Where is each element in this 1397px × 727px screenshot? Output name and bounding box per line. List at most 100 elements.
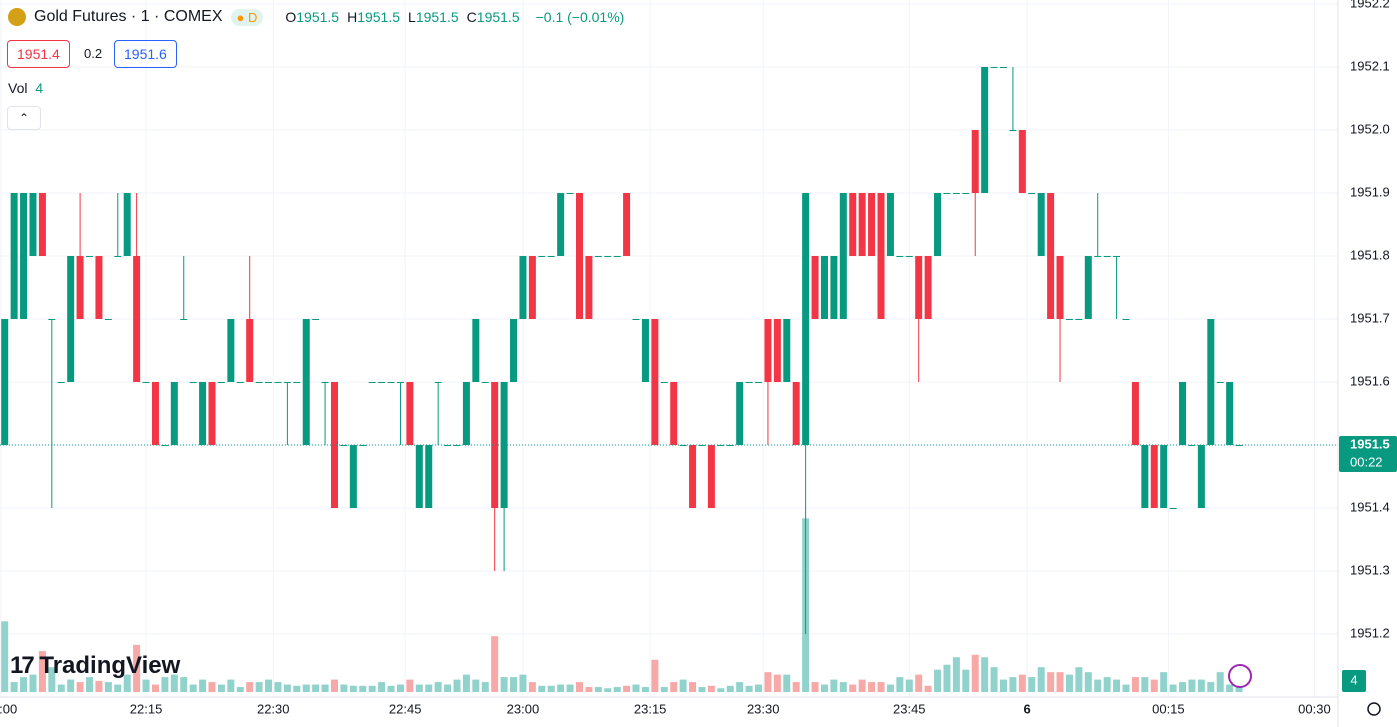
candle-body bbox=[38, 193, 46, 256]
candle-body bbox=[594, 256, 602, 257]
candle-body bbox=[227, 319, 235, 382]
x-tick-label: 22:45 bbox=[389, 701, 422, 716]
candle-body bbox=[302, 319, 310, 445]
collapse-button[interactable]: ⌃ bbox=[7, 106, 41, 130]
spread: 0.2 bbox=[84, 46, 103, 61]
x-tick-label: 00:30 bbox=[1298, 701, 1331, 716]
legend-key: C bbox=[466, 9, 477, 25]
candle-body bbox=[547, 256, 555, 257]
candle-body bbox=[1084, 256, 1092, 319]
volume-bar bbox=[952, 657, 960, 692]
volume-bar bbox=[142, 679, 150, 692]
candle-body bbox=[368, 382, 376, 383]
candle-body bbox=[613, 256, 621, 257]
volume-bar bbox=[764, 672, 772, 692]
last-price-label: 1951.5 bbox=[1350, 436, 1390, 451]
volume-bar bbox=[180, 677, 188, 692]
candle-body bbox=[1169, 508, 1177, 509]
volume-bar bbox=[331, 679, 338, 692]
volume-bar bbox=[1009, 677, 1017, 692]
volume-bar bbox=[811, 682, 819, 692]
volume-bar bbox=[123, 674, 131, 692]
candle-body bbox=[896, 256, 904, 257]
last-volume-box bbox=[1342, 670, 1366, 692]
volume-bar bbox=[604, 688, 612, 692]
volume-bar bbox=[491, 636, 499, 692]
candle-body bbox=[557, 193, 565, 256]
candle-body bbox=[519, 256, 527, 319]
volume-bar bbox=[981, 657, 989, 692]
volume-bar bbox=[274, 682, 282, 692]
candle-body bbox=[802, 193, 810, 445]
volume-bar bbox=[312, 684, 320, 692]
candle-body bbox=[1150, 445, 1158, 508]
candle-body bbox=[208, 382, 216, 445]
volume-bar bbox=[783, 674, 791, 692]
candle-body bbox=[575, 193, 583, 319]
candle-body bbox=[858, 193, 866, 256]
candle-body bbox=[1056, 256, 1064, 319]
candle-body bbox=[820, 256, 828, 319]
volume-bar bbox=[736, 682, 744, 692]
y-tick-label: 1951.4 bbox=[1350, 499, 1390, 514]
candle-body bbox=[839, 193, 847, 319]
candle-body bbox=[48, 319, 56, 320]
last-price-box bbox=[1339, 436, 1397, 472]
volume-bar bbox=[641, 687, 649, 692]
volume-bar bbox=[849, 684, 857, 692]
volume-bar bbox=[1028, 677, 1036, 692]
x-tick-label: 23:30 bbox=[747, 701, 780, 716]
volume-bar bbox=[679, 679, 687, 692]
candle-body bbox=[67, 256, 75, 382]
bid[interactable]: 1951.4 bbox=[7, 40, 70, 68]
volume-bar bbox=[1160, 672, 1168, 692]
candle-body bbox=[849, 193, 857, 256]
volume-bar bbox=[349, 685, 357, 692]
volume-bar bbox=[321, 684, 329, 692]
symbol[interactable]: Gold Futures · 1 · COMEX bbox=[34, 8, 223, 25]
candle-body bbox=[886, 193, 894, 256]
legend-value: 1951.5 bbox=[415, 9, 459, 25]
badge-text: D bbox=[247, 9, 258, 25]
volume-bar bbox=[1226, 684, 1234, 692]
volume-bar bbox=[1000, 679, 1007, 692]
candle-body bbox=[312, 319, 320, 320]
badge[interactable]: ● D bbox=[230, 8, 264, 26]
volume-bar bbox=[10, 682, 18, 692]
volume-bar bbox=[208, 682, 216, 692]
y-tick-label: 1951.6 bbox=[1350, 373, 1390, 388]
ask[interactable]: 1951.6 bbox=[114, 40, 177, 68]
candle-body bbox=[1075, 319, 1083, 320]
volume-bar bbox=[1122, 684, 1130, 692]
logo: 17 TradingView bbox=[10, 652, 181, 679]
y-tick-label: 1951.9 bbox=[1350, 184, 1390, 199]
candle-body bbox=[764, 319, 772, 382]
candle-body bbox=[679, 445, 687, 446]
volume-bar bbox=[199, 679, 207, 692]
volume-bar bbox=[934, 669, 942, 692]
candle-body bbox=[95, 256, 103, 319]
volume-bar bbox=[1037, 667, 1045, 692]
x-tick-label: 23:45 bbox=[893, 701, 926, 716]
candle-body bbox=[755, 382, 763, 383]
volume-bar bbox=[57, 684, 65, 692]
candle-body bbox=[20, 193, 28, 319]
candle-body bbox=[434, 382, 442, 383]
volume-bar bbox=[868, 682, 876, 692]
logo-text: TradingView bbox=[39, 652, 181, 679]
volume-bar bbox=[283, 684, 291, 692]
candle-body bbox=[641, 319, 649, 382]
legend-key: H bbox=[347, 9, 358, 25]
volume-bar bbox=[1047, 672, 1055, 692]
candle-body bbox=[566, 193, 574, 194]
candle-body bbox=[491, 382, 499, 508]
candle-body bbox=[651, 319, 659, 445]
candle-body bbox=[1207, 319, 1215, 445]
candle-body bbox=[538, 256, 546, 257]
volume-bar bbox=[472, 679, 480, 692]
volume-bar bbox=[396, 684, 404, 692]
volume-bar bbox=[915, 674, 923, 692]
candle-body bbox=[274, 382, 282, 383]
volume-bar bbox=[368, 685, 376, 692]
candle-body bbox=[1226, 382, 1234, 445]
